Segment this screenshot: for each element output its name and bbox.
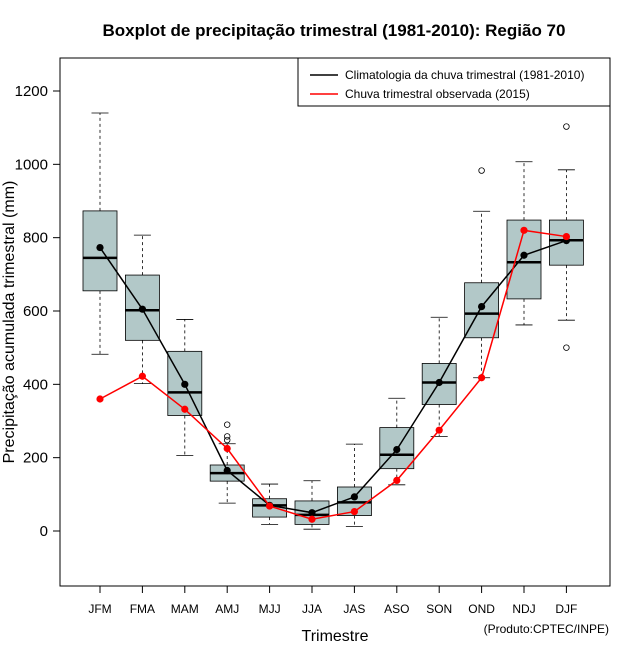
credit-text: (Produto:CPTEC/INPE) — [484, 622, 609, 636]
x-tick-label: SON — [426, 602, 452, 616]
series-point-observed — [562, 232, 571, 241]
outlier-point — [478, 167, 485, 174]
series-point-climatology — [223, 466, 231, 475]
x-tick-label: OND — [468, 602, 495, 616]
x-tick-label: NDJ — [512, 602, 535, 616]
series-point-observed — [181, 405, 189, 413]
y-axis: 0 200 400 600 800 1000 1200 — [15, 83, 60, 540]
y-tick-label: 600 — [23, 303, 48, 320]
series-point-climatology — [96, 243, 104, 252]
y-axis-title: Precipitação acumulada trimestral (mm) — [1, 181, 18, 464]
x-axis-title: Trimestre — [302, 628, 369, 645]
x-tick-label: DJF — [555, 602, 577, 616]
series-point-climatology — [350, 493, 358, 501]
outlier-point — [563, 344, 570, 351]
box-ond — [464, 167, 500, 379]
x-tick-label: FMA — [130, 602, 155, 616]
legend-box — [297, 57, 611, 107]
series-point-observed — [393, 476, 401, 484]
box-jfm — [82, 112, 118, 355]
x-tick-label: ASO — [384, 602, 409, 616]
x-axis: JFM FMA MAM AMJ MJJ JJA JAS ASO SON OND NDJ DJF — [88, 586, 577, 616]
y-tick-label: 200 — [23, 450, 48, 467]
series-point-observed — [138, 372, 146, 380]
series-point-climatology — [308, 509, 316, 517]
series-point-observed — [435, 426, 443, 434]
series-point-observed — [266, 502, 274, 510]
outlier-point — [223, 421, 231, 428]
box-iqr — [82, 210, 118, 292]
series-line-climatology — [99, 239, 567, 514]
x-tick-label: JAS — [343, 602, 365, 616]
legend: Climatologia da chuva trimestral (1981-2… — [297, 57, 611, 107]
series-point-observed — [478, 374, 486, 382]
series-layer — [96, 226, 571, 523]
box-djf — [549, 123, 584, 351]
series-point-observed — [308, 515, 316, 523]
series-point-observed — [96, 395, 104, 403]
x-tick-label: JJA — [302, 602, 322, 616]
series-point-climatology — [181, 380, 189, 388]
x-tick-label: JFM — [88, 602, 111, 616]
x-tick-label: AMJ — [215, 602, 239, 616]
legend-label-climatology: Climatologia da chuva trimestral (1981-2… — [345, 68, 584, 82]
y-tick-label: 1200 — [15, 83, 48, 100]
series-point-climatology — [520, 251, 528, 259]
outlier-point — [223, 433, 231, 440]
x-tick-label: MAM — [171, 602, 199, 616]
boxes-layer — [82, 112, 584, 530]
chart-title: Boxplot de precipitação trimestral (1981… — [103, 21, 566, 40]
x-tick-label: MJJ — [259, 602, 281, 616]
outlier-point — [223, 436, 231, 444]
series-line-observed — [99, 229, 567, 521]
box-iqr — [549, 219, 584, 266]
series-point-climatology — [478, 303, 486, 311]
y-tick-label: 1000 — [15, 156, 48, 173]
y-tick-label: 800 — [23, 230, 48, 247]
series-point-climatology — [138, 305, 146, 313]
y-tick-label: 0 — [40, 523, 48, 540]
legend-label-observed: Chuva trimestral observada (2015) — [345, 87, 530, 101]
series-point-observed — [350, 507, 358, 516]
y-tick-label: 400 — [23, 376, 48, 393]
series-point-observed — [223, 444, 231, 453]
outlier-point — [563, 123, 570, 130]
series-point-observed — [520, 226, 528, 234]
series-point-climatology — [435, 378, 443, 387]
series-point-climatology — [393, 446, 401, 454]
